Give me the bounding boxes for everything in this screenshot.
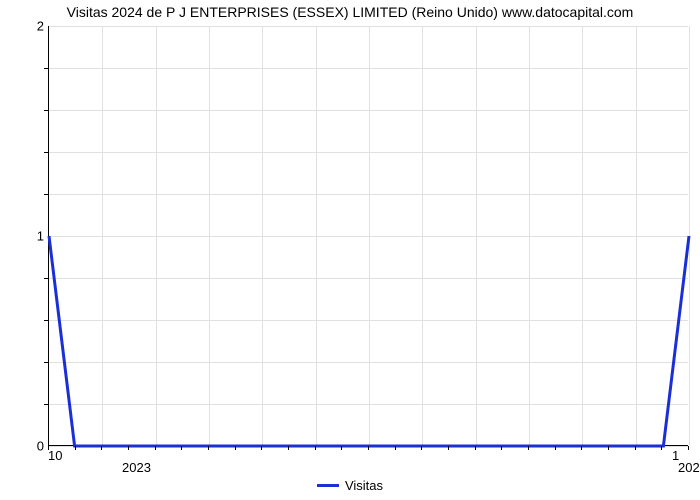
x-axis-left-label: 10 [48, 448, 62, 463]
x-tick-minor [581, 446, 582, 450]
x-tick-minor [181, 446, 182, 450]
x-tick-minor [368, 446, 369, 450]
chart-title: Visitas 2024 de P J ENTERPRISES (ESSEX) … [0, 4, 700, 20]
x-axis-year-left: 2023 [122, 460, 151, 475]
x-tick-minor [288, 446, 289, 450]
x-tick-minor [208, 446, 209, 450]
x-tick-minor [128, 446, 129, 450]
legend-item-visitas: Visitas [317, 478, 383, 493]
x-tick-minor [235, 446, 236, 450]
y-tick-minor [44, 152, 48, 153]
x-tick-minor [608, 446, 609, 450]
x-tick-minor [395, 446, 396, 450]
y-tick-minor [44, 68, 48, 69]
x-tick-minor [261, 446, 262, 450]
x-tick-minor [75, 446, 76, 450]
plot-area [48, 26, 688, 446]
legend: Visitas [0, 474, 700, 493]
x-tick-minor [421, 446, 422, 450]
x-tick-minor [501, 446, 502, 450]
x-tick-minor [341, 446, 342, 450]
y-tick-minor [44, 320, 48, 321]
x-tick-minor [555, 446, 556, 450]
x-tick-minor [688, 446, 689, 450]
gridline-vertical [689, 26, 690, 445]
x-tick-minor [101, 446, 102, 450]
x-tick-minor [661, 446, 662, 450]
y-tick-minor [44, 110, 48, 111]
legend-swatch [317, 484, 339, 487]
x-tick-minor [155, 446, 156, 450]
y-tick-label: 0 [4, 439, 44, 454]
x-tick-minor [448, 446, 449, 450]
x-tick-minor [475, 446, 476, 450]
y-tick-minor [44, 362, 48, 363]
visits-chart: Visitas 2024 de P J ENTERPRISES (ESSEX) … [0, 0, 700, 500]
x-tick-minor [528, 446, 529, 450]
line-series [49, 26, 689, 446]
y-tick-minor [44, 278, 48, 279]
x-tick-minor [315, 446, 316, 450]
y-tick-label: 2 [4, 19, 44, 34]
legend-label: Visitas [345, 478, 383, 493]
x-tick-minor [635, 446, 636, 450]
y-tick-label: 1 [4, 229, 44, 244]
y-tick-minor [44, 404, 48, 405]
x-axis-year-right: 202 [678, 460, 700, 475]
y-tick-minor [44, 194, 48, 195]
